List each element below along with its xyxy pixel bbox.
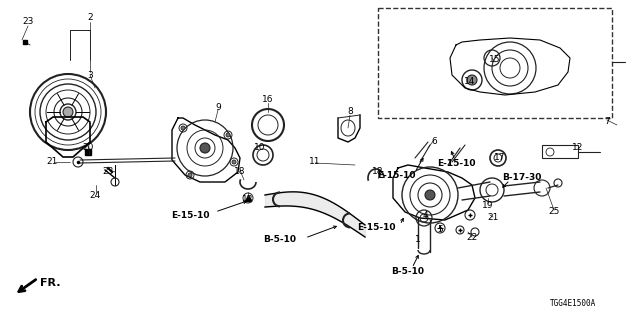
Text: B-17-30: B-17-30 (502, 173, 541, 182)
Text: 10: 10 (254, 143, 266, 153)
Text: 19: 19 (483, 201, 493, 210)
Text: 11: 11 (309, 157, 321, 166)
Text: FR.: FR. (40, 278, 61, 288)
Text: 18: 18 (234, 167, 246, 177)
Text: 3: 3 (87, 70, 93, 79)
Text: 15: 15 (489, 55, 500, 65)
Text: 8: 8 (347, 108, 353, 116)
Circle shape (226, 133, 230, 137)
Bar (542, 145, 578, 158)
Text: 21: 21 (487, 213, 499, 222)
Text: 25: 25 (548, 207, 560, 217)
Text: 9: 9 (215, 103, 221, 113)
Text: 22: 22 (467, 234, 477, 243)
Text: E-15-10: E-15-10 (171, 211, 209, 220)
Text: 13: 13 (243, 196, 253, 204)
Text: E-15-10: E-15-10 (356, 223, 396, 233)
Text: 1: 1 (415, 236, 421, 244)
Circle shape (467, 75, 477, 85)
Text: 12: 12 (572, 143, 584, 153)
Text: 20: 20 (83, 143, 93, 153)
Text: 6: 6 (431, 138, 437, 147)
Text: 16: 16 (262, 95, 274, 105)
Text: B-5-10: B-5-10 (264, 236, 296, 244)
Text: 17: 17 (494, 154, 506, 163)
Circle shape (181, 126, 185, 130)
Text: 14: 14 (464, 77, 476, 86)
Text: 5: 5 (437, 226, 443, 235)
Text: E-15-10: E-15-10 (377, 171, 415, 180)
Text: TGG4E1500A: TGG4E1500A (550, 299, 596, 308)
Text: 7: 7 (604, 117, 610, 126)
Circle shape (425, 190, 435, 200)
Text: 18: 18 (372, 167, 384, 177)
Circle shape (63, 107, 73, 117)
Text: 4: 4 (422, 211, 428, 220)
Text: 24: 24 (90, 190, 100, 199)
Text: 23: 23 (22, 18, 34, 27)
Text: 21: 21 (46, 157, 58, 166)
Circle shape (188, 173, 192, 177)
Text: B-5-10: B-5-10 (392, 268, 424, 276)
Circle shape (232, 160, 236, 164)
Text: E-15-10: E-15-10 (436, 158, 476, 167)
Circle shape (200, 143, 210, 153)
Text: 23: 23 (102, 167, 114, 177)
Text: 2: 2 (87, 13, 93, 22)
Bar (378, 8, 612, 118)
